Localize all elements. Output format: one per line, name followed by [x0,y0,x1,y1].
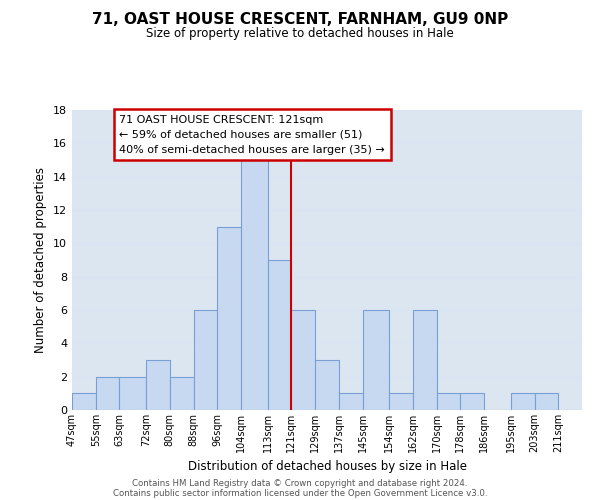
Bar [315,360,339,410]
Text: 71, OAST HOUSE CRESCENT, FARNHAM, GU9 0NP: 71, OAST HOUSE CRESCENT, FARNHAM, GU9 0N… [92,12,508,28]
Bar [413,310,437,410]
Bar [96,376,119,410]
Bar [194,310,217,410]
Text: Size of property relative to detached houses in Hale: Size of property relative to detached ho… [146,28,454,40]
Bar [292,310,315,410]
X-axis label: Distribution of detached houses by size in Hale: Distribution of detached houses by size … [187,460,467,473]
Bar [437,394,460,410]
Text: 71 OAST HOUSE CRESCENT: 121sqm
← 59% of detached houses are smaller (51)
40% of : 71 OAST HOUSE CRESCENT: 121sqm ← 59% of … [119,115,385,154]
Y-axis label: Number of detached properties: Number of detached properties [34,167,47,353]
Bar [511,394,535,410]
Bar [72,394,96,410]
Bar [535,394,558,410]
Bar [119,376,146,410]
Bar [268,260,292,410]
Bar [241,160,268,410]
Text: Contains public sector information licensed under the Open Government Licence v3: Contains public sector information licen… [113,488,487,498]
Bar [362,310,389,410]
Bar [146,360,170,410]
Text: Contains HM Land Registry data © Crown copyright and database right 2024.: Contains HM Land Registry data © Crown c… [132,478,468,488]
Bar [217,226,241,410]
Bar [460,394,484,410]
Bar [339,394,362,410]
Bar [389,394,413,410]
Bar [170,376,194,410]
